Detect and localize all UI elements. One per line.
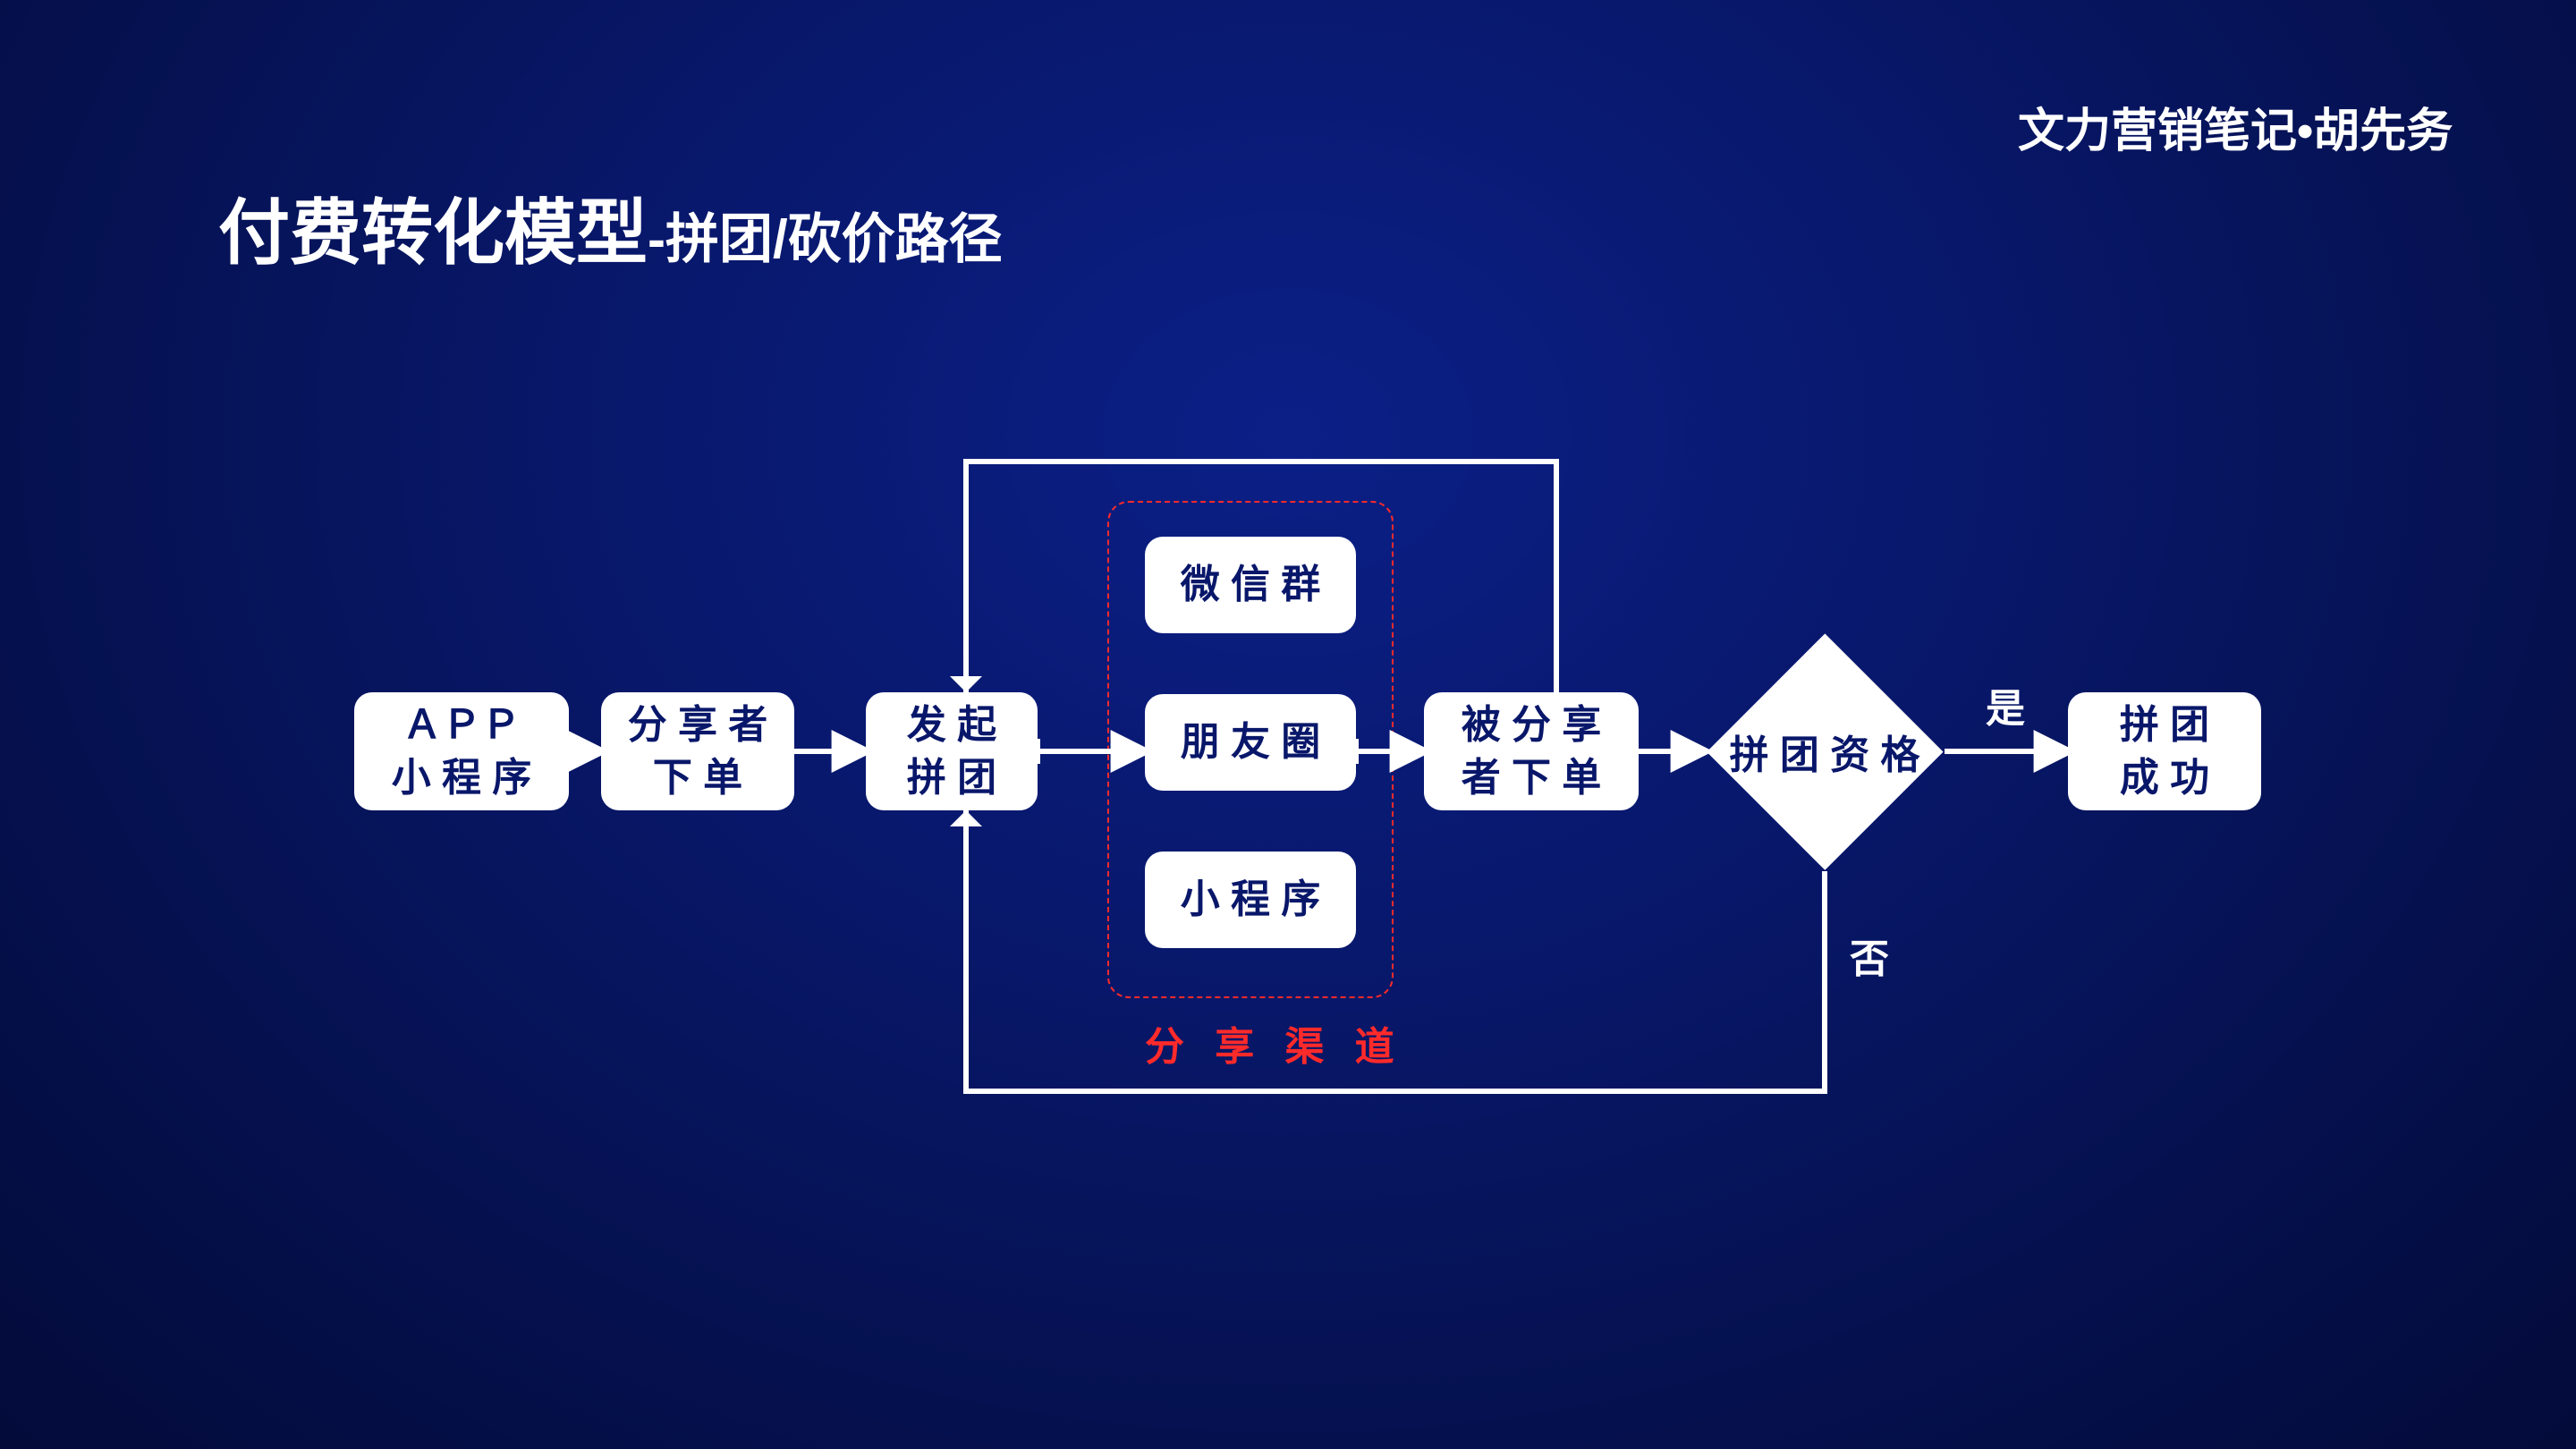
channel-group-label: 分 享 渠 道	[1145, 1014, 1404, 1072]
channel-group-box	[1107, 501, 1394, 998]
slide-title: 付费转化模型-拼团/砍价路径	[218, 175, 1003, 279]
node-sharer-order: 分 享 者 下 单	[601, 692, 794, 810]
node-success: 拼 团 成 功	[2068, 692, 2261, 810]
brand-text: 文力营销笔记•胡先务	[2018, 93, 2453, 160]
node-decision-qualification: 拼 团 资 格	[1741, 668, 1909, 835]
title-sub: 拼团/砍价路径	[665, 209, 1003, 269]
edge-label-no: 否	[1850, 927, 1889, 984]
title-sep: -	[648, 209, 665, 269]
slide-canvas: 文力营销笔记•胡先务 付费转化模型-拼团/砍价路径 ＡＰＰ 小 程 序 分 享 …	[0, 0, 2576, 1449]
diamond-label: 拼 团 资 格	[1707, 634, 1941, 868]
title-main: 付费转化模型	[218, 193, 648, 273]
node-start-group: 发 起 拼 团	[866, 692, 1038, 810]
node-sharee-order: 被 分 享 者 下 单	[1424, 692, 1639, 810]
node-app-miniprogram: ＡＰＰ 小 程 序	[354, 692, 569, 810]
edge-label-yes: 是	[1986, 676, 2025, 733]
